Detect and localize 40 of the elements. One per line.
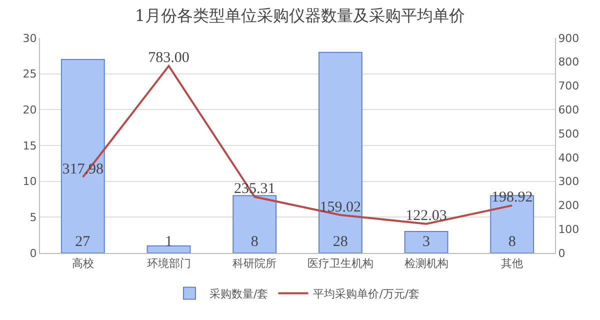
bar (60, 59, 105, 253)
y2-tick-label: 900 (558, 32, 580, 45)
x-tick-label: 科研院所 (232, 257, 277, 270)
data-label: 28 (332, 234, 348, 250)
chart-title: 1月份各类型单位采购仪器数量及采购平均单价 (134, 6, 466, 25)
y2-tick-label: 200 (558, 199, 580, 212)
y-tick-label: 0 (30, 246, 37, 260)
legend-label: 平均采购单价/万元/套 (313, 288, 420, 301)
data-label: 783.00 (148, 50, 190, 66)
y-tick-label: 25 (22, 68, 37, 81)
y2-tick-label: 800 (558, 56, 580, 69)
x-tick-label: 其他 (501, 257, 524, 270)
data-label: 3 (422, 234, 430, 250)
y2-tick-label: 400 (558, 151, 580, 164)
data-label: 159.02 (320, 199, 362, 216)
x-tick-label: 检测机构 (404, 257, 448, 270)
y-tick-label: 30 (22, 32, 37, 45)
bar (404, 231, 448, 253)
x-tick-label: 医疗卫生机构 (307, 257, 374, 270)
y2-tick-label: 100 (558, 222, 580, 236)
bar (232, 195, 277, 253)
x-tick-label: 高校 (72, 257, 94, 270)
y2-tick-label: 0 (558, 246, 566, 260)
data-label: 8 (250, 234, 258, 250)
bar (318, 52, 362, 253)
y-tick-label: 5 (30, 211, 37, 224)
y2-tick-label: 700 (558, 80, 580, 93)
y2-tick-label: 500 (558, 127, 580, 140)
y-tick-label: 20 (22, 104, 37, 117)
data-label: 122.03 (406, 208, 447, 224)
data-label: 8 (508, 234, 516, 250)
data-label: 27 (75, 234, 91, 250)
y2-tick-label: 300 (558, 175, 580, 188)
legend-label: 采购数量/套 (210, 288, 268, 301)
bar (146, 245, 191, 253)
x-tick-label: 环境部门 (146, 257, 191, 270)
y-tick-label: 10 (22, 175, 37, 188)
y-tick-label: 15 (22, 139, 37, 152)
y2-tick-label: 600 (558, 104, 580, 117)
data-label: 198.92 (491, 190, 533, 206)
